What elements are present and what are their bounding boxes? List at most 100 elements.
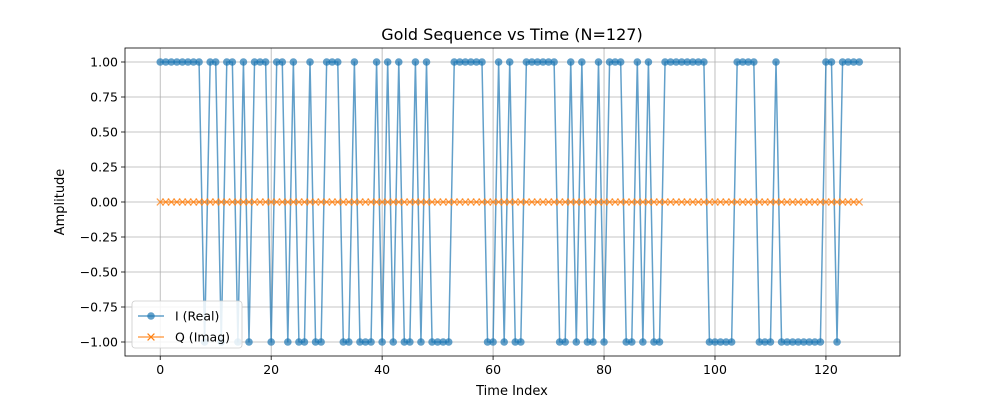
data-point <box>566 198 575 206</box>
data-point <box>816 338 825 346</box>
data-point <box>322 198 331 206</box>
data-point <box>544 58 553 66</box>
data-point <box>605 198 614 206</box>
data-point <box>589 338 597 346</box>
data-point <box>455 198 464 206</box>
data-point <box>161 198 170 206</box>
data-point <box>544 198 553 206</box>
data-point <box>711 198 719 206</box>
data-point <box>195 58 203 66</box>
data-point <box>705 338 714 346</box>
data-point <box>500 198 509 206</box>
data-point <box>494 58 503 66</box>
data-point <box>799 198 808 206</box>
data-point <box>222 198 231 206</box>
data-point <box>849 58 858 66</box>
data-point <box>317 198 325 206</box>
data-point <box>378 338 386 346</box>
data-point <box>555 338 564 346</box>
data-point <box>450 198 459 206</box>
data-point <box>184 198 192 206</box>
x-tick-label: 100 <box>703 362 727 377</box>
data-point <box>317 338 325 346</box>
data-point <box>572 198 581 206</box>
data-point <box>688 198 697 206</box>
data-point <box>428 338 436 346</box>
data-point <box>711 338 719 346</box>
data-point <box>261 198 270 206</box>
data-point <box>333 58 342 66</box>
data-point <box>533 58 542 66</box>
data-point <box>639 198 647 206</box>
data-point <box>516 198 525 206</box>
data-point <box>222 58 231 66</box>
data-point <box>694 58 703 66</box>
data-point <box>167 198 176 206</box>
data-point <box>444 338 453 346</box>
data-point <box>528 198 536 206</box>
data-point <box>450 58 459 66</box>
chart-title: Gold Sequence vs Time (N=127) <box>381 25 642 44</box>
x-tick-label: 60 <box>485 362 501 377</box>
data-point <box>777 338 786 346</box>
data-point <box>489 198 497 206</box>
data-point <box>622 338 631 346</box>
data-point <box>572 338 581 346</box>
data-point <box>383 58 392 66</box>
data-point <box>239 58 248 66</box>
data-point <box>799 338 808 346</box>
data-point <box>300 198 309 206</box>
data-point <box>583 338 592 346</box>
data-point <box>361 198 370 206</box>
series-2 <box>156 198 864 206</box>
data-point <box>589 198 597 206</box>
data-point <box>677 198 686 206</box>
ticks: 0 20 40 60 80 100 120 −1.00 −0.75 −0.50 −0.25 0.00 0… <box>80 55 838 378</box>
data-point <box>189 198 198 206</box>
data-point <box>611 198 619 206</box>
data-point <box>400 338 409 346</box>
data-point <box>200 198 209 206</box>
data-point <box>616 58 625 66</box>
data-point <box>173 58 181 66</box>
data-point <box>772 198 780 206</box>
data-point <box>517 338 525 346</box>
data-point <box>700 58 708 66</box>
data-point <box>522 58 531 66</box>
data-point <box>211 58 220 66</box>
data-point <box>267 338 275 346</box>
x-axis-label: Time Index <box>475 384 548 399</box>
data-point <box>578 58 586 66</box>
data-point <box>539 198 547 206</box>
data-point <box>173 198 181 206</box>
data-point <box>805 338 814 346</box>
data-point <box>228 198 237 206</box>
data-point <box>300 338 309 346</box>
data-point <box>295 198 303 206</box>
data-point <box>755 338 764 346</box>
x-tick-label: 0 <box>156 362 164 377</box>
data-point <box>433 198 442 206</box>
y-tick-label: −1.00 <box>80 335 118 350</box>
data-point <box>611 58 619 66</box>
data-point <box>566 58 575 66</box>
data-point <box>156 58 165 66</box>
data-point <box>528 58 536 66</box>
data-point <box>744 58 753 66</box>
data-point <box>250 198 259 206</box>
data-point <box>661 58 669 66</box>
legend-label: Q (Imag) <box>175 330 230 345</box>
data-point <box>594 58 603 66</box>
data-point <box>467 198 475 206</box>
data-point <box>489 338 497 346</box>
x-tick-label: 40 <box>374 362 390 377</box>
legend-label: I (Real) <box>175 309 219 324</box>
data-point <box>533 198 542 206</box>
data-point <box>389 198 398 206</box>
data-point <box>578 198 586 206</box>
legend-entry-2: Q (Imag) <box>138 330 230 345</box>
data-point <box>478 58 486 66</box>
data-point <box>627 338 636 346</box>
data-point <box>322 58 331 66</box>
data-point <box>705 198 714 206</box>
